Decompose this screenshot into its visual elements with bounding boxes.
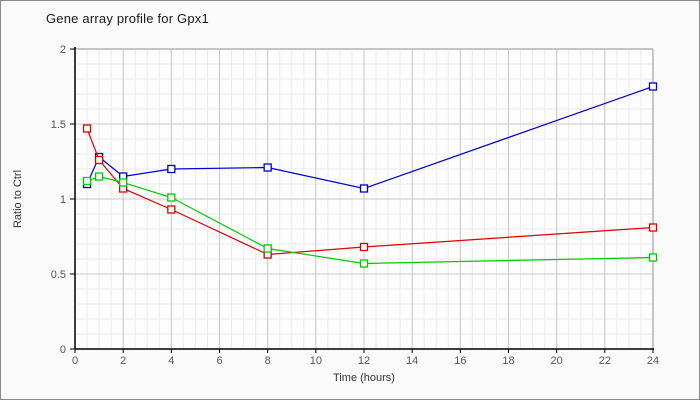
y-tick-label: 0: [60, 344, 66, 356]
x-tick-label: 8: [265, 355, 271, 367]
green-series-marker: [119, 178, 128, 187]
green-series-marker: [359, 259, 369, 268]
x-tick-label: 10: [310, 355, 322, 367]
y-tick-label: 1: [60, 194, 66, 206]
y-tick-label: 0.5: [51, 269, 66, 281]
plot-frame: [75, 48, 654, 349]
x-tick-label: 0: [72, 355, 78, 367]
blue-series-marker: [263, 163, 272, 172]
y-axis-label: Ratio to Ctrl: [12, 170, 24, 228]
chart-title: Gene array profile for Gpx1: [46, 11, 209, 26]
red-series-marker: [94, 155, 104, 165]
red-series-marker: [359, 242, 369, 252]
y-tick-label: 1.5: [51, 119, 66, 131]
x-tick-label: 4: [168, 355, 174, 367]
red-series: [82, 124, 658, 259]
red-series-marker: [648, 223, 658, 232]
x-tick-label: 22: [599, 355, 611, 367]
blue-series-marker: [359, 184, 369, 193]
green-series-marker: [167, 193, 176, 202]
red-series-marker: [167, 205, 176, 214]
x-tick-label: 12: [358, 355, 370, 367]
x-tick-label: 2: [120, 355, 126, 367]
tick-marks: [70, 48, 654, 353]
x-tick-label: 24: [647, 355, 659, 367]
x-axis-label: Time (hours): [333, 372, 395, 384]
red-series-marker: [82, 124, 92, 133]
x-tick-label: 20: [551, 355, 563, 367]
green-series-marker: [263, 244, 272, 253]
blue-series-marker: [167, 164, 176, 174]
x-tick-label: 14: [406, 355, 418, 367]
green-series-marker: [94, 172, 104, 181]
green-series: [82, 172, 658, 268]
x-tick-label: 18: [502, 355, 514, 367]
x-tick-label: 6: [216, 355, 222, 367]
blue-series-marker: [648, 82, 658, 91]
green-series-marker: [82, 176, 92, 186]
green-series-marker: [648, 253, 658, 262]
axis-titles: Time (hours) Ratio to Ctrl: [12, 170, 395, 384]
y-tick-label: 2: [60, 44, 66, 56]
x-tick-label: 16: [454, 355, 466, 367]
